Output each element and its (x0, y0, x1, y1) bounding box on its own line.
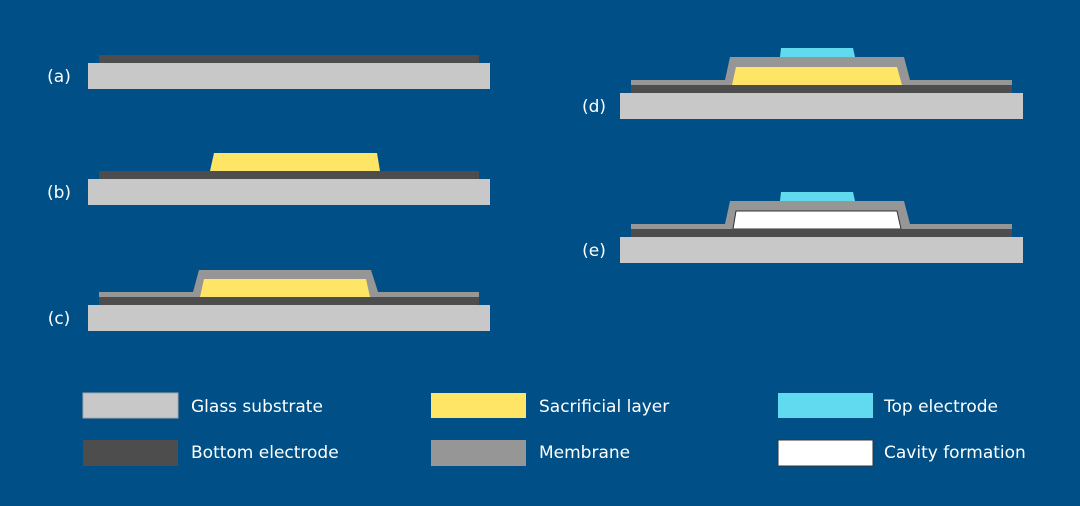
legend-item-bottom-electrode: Bottom electrode (83, 440, 339, 466)
legend-swatch (431, 393, 526, 418)
step-label: (e) (582, 241, 606, 261)
step-label: (c) (48, 309, 71, 329)
sacrificial-layer (200, 279, 370, 297)
top-electrode (780, 192, 855, 201)
legend-label: Sacrificial layer (539, 397, 669, 417)
sacrificial-layer (210, 153, 380, 171)
bottom-electrode (99, 171, 479, 179)
step-d: (d) (582, 48, 1023, 119)
legend-label: Bottom electrode (191, 443, 339, 463)
step-label: (a) (47, 67, 71, 87)
legend-label: Top electrode (883, 397, 998, 417)
legend-item-top-electrode: Top electrode (778, 393, 998, 418)
bottom-electrode (99, 297, 479, 305)
legend: Glass substrate Sacrificial layer Top el… (82, 392, 1026, 467)
legend-label: Glass substrate (191, 397, 323, 417)
step-label: (d) (582, 97, 606, 117)
step-b: (b) (47, 153, 490, 205)
legend-swatch (778, 393, 873, 418)
legend-label: Cavity formation (884, 443, 1026, 463)
step-c: (c) (48, 270, 490, 331)
legend-swatch (431, 440, 526, 466)
step-a: (a) (47, 55, 490, 89)
cavity (732, 210, 902, 230)
legend-item-membrane: Membrane (431, 440, 630, 466)
glass-substrate (620, 237, 1023, 263)
legend-item-cavity-formation: Cavity formation (777, 439, 1026, 467)
legend-swatch (82, 392, 179, 419)
legend-item-glass-substrate: Glass substrate (82, 392, 323, 419)
step-e: (e) (582, 192, 1023, 263)
top-electrode (780, 48, 855, 57)
legend-swatch (83, 440, 178, 466)
glass-substrate (88, 63, 490, 89)
bottom-electrode (99, 55, 479, 63)
bottom-electrode (631, 85, 1012, 93)
glass-substrate (88, 305, 490, 331)
legend-label: Membrane (539, 443, 630, 463)
step-label: (b) (47, 183, 71, 203)
glass-substrate (620, 93, 1023, 119)
legend-item-sacrificial-layer: Sacrificial layer (431, 393, 669, 418)
legend-swatch (777, 439, 874, 467)
glass-substrate (88, 179, 490, 205)
sacrificial-layer (732, 67, 902, 85)
bottom-electrode (631, 229, 1012, 237)
